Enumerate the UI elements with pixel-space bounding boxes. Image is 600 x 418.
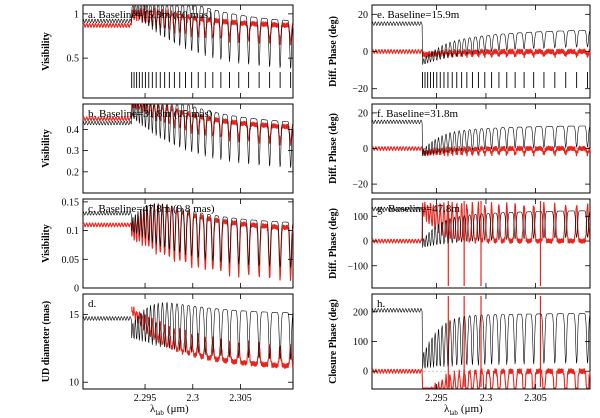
ytick-label-e-0: −20 xyxy=(352,84,368,95)
series-model-b xyxy=(82,104,294,168)
panel-frame-c xyxy=(82,198,294,289)
panel-label-h: h. xyxy=(377,298,386,310)
series-observed-f xyxy=(371,145,591,157)
ytick-label-f-2: 20 xyxy=(358,108,368,119)
ytick-label-b-0: 0.2 xyxy=(67,167,80,178)
ytick-label-a-1: 1 xyxy=(74,9,79,20)
y-axis-label-c: Visibility xyxy=(41,224,52,263)
ytick-label-h-1: 100 xyxy=(353,337,368,348)
panel-label-c: c. Baseline=47.8m (9.8 mas) xyxy=(88,203,215,215)
xtick-label-d-2: 2.305 xyxy=(229,393,252,404)
panel-frame-g xyxy=(371,198,591,289)
series-model-e xyxy=(371,21,591,65)
x-axis-label-left: λlab (μm) xyxy=(150,403,189,417)
y-axis-label-b: Visibility xyxy=(41,129,52,168)
ytick-label-d-1: 15 xyxy=(69,310,79,321)
ytick-label-d-0: 10 xyxy=(69,378,79,389)
xtick-label-d-0: 2.295 xyxy=(134,393,157,404)
panel-frame-d xyxy=(82,293,294,390)
panel-d: 10 15 2.295 2.3 2.305 d. UD diameter (mas) xyxy=(41,293,294,404)
y-axis-label-f: Diff. Phase (deg) xyxy=(328,113,339,184)
panel-label-g: g. Baseline=47.8m xyxy=(377,203,460,215)
y-axis-label-e: Diff. Phase (deg) xyxy=(328,16,339,87)
ytick-label-f-0: −20 xyxy=(352,180,368,191)
ytick-label-g-2: 100 xyxy=(353,212,368,223)
ytick-label-c-1: 0.05 xyxy=(62,255,80,266)
panel-label-b: b. Baseline=31.8m (15 mas) xyxy=(88,108,213,120)
ytick-label-g-0: −100 xyxy=(347,261,368,272)
panel-c: 0 0.05 0.1 0.15 c. Baseline=47.8m (9.8 mas) V… xyxy=(41,197,294,295)
ytick-label-c-3: 0.15 xyxy=(62,197,80,208)
series-model-c xyxy=(82,202,294,268)
xtick-label-h-2: 2.305 xyxy=(524,393,547,404)
panel-a: 0.5 1 a. Baseline=15.9m (30 mas) Visibility xyxy=(41,4,294,99)
series-model-g xyxy=(371,206,591,248)
panel-frame-a xyxy=(82,4,294,99)
ytick-label-b-1: 0.3 xyxy=(67,146,80,157)
panel-label-f: f. Baseline=31.8m xyxy=(377,108,458,120)
series-model-a xyxy=(82,5,294,69)
series-observed-e xyxy=(371,47,591,59)
ytick-label-c-2: 0.1 xyxy=(67,226,80,237)
panel-f: −20 0 20 f. Baseline=31.8m Diff. Phase (deg) xyxy=(328,103,591,194)
series-model-f xyxy=(371,119,591,156)
series-model-h xyxy=(371,308,591,369)
ytick-label-h-0: 0 xyxy=(363,367,368,378)
panels-group: 0.5 1 a. Baseline=15.9m (30 mas) Visibility… xyxy=(41,4,591,404)
series-model-d xyxy=(82,301,294,360)
ytick-label-e-2: 20 xyxy=(358,10,368,21)
panel-label-d: d. xyxy=(88,298,97,310)
xtick-label-d-1: 2.3 xyxy=(187,393,200,404)
panel-label-a: a. Baseline=15.9m (30 mas) xyxy=(88,9,212,21)
ytick-label-f-1: 0 xyxy=(363,144,368,155)
ytick-label-e-1: 0 xyxy=(363,47,368,58)
ytick-label-b-2: 0.4 xyxy=(67,125,80,136)
series-observed-c xyxy=(82,203,294,281)
panel-e: −20 0 20 e. Baseline=15.9m Diff. Phase (deg) xyxy=(328,4,591,99)
ytick-label-g-1: 0 xyxy=(363,237,368,248)
ytick-label-c-0: 0 xyxy=(74,284,79,295)
xtick-label-h-0: 2.295 xyxy=(425,393,448,404)
ytick-label-h-2: 200 xyxy=(353,307,368,318)
x-axis-label-right: λlab (μm) xyxy=(444,403,483,417)
panel-h: 0 100 200 2.295 2.3 2.305 h. Closure Phase (deg… xyxy=(328,293,591,404)
panel-frame-b xyxy=(82,103,294,194)
panel-b: 0.2 0.3 0.4 b. Baseline=31.8m (15 mas) Visib… xyxy=(41,103,294,194)
y-axis-label-a: Visibility xyxy=(41,32,52,71)
y-axis-label-g: Diff. Phase (deg) xyxy=(328,208,339,279)
y-axis-label-h: Closure Phase (deg) xyxy=(328,299,339,384)
panel-label-e: e. Baseline=15.9m xyxy=(377,9,460,21)
y-axis-label-d: UD diameter (mas) xyxy=(41,301,52,382)
panel-g: −100 0 100 g. Baseline=47.8m Diff. Phase (de… xyxy=(328,198,591,289)
ytick-label-a-0: 0.5 xyxy=(67,54,80,65)
xtick-label-h-1: 2.3 xyxy=(480,393,493,404)
